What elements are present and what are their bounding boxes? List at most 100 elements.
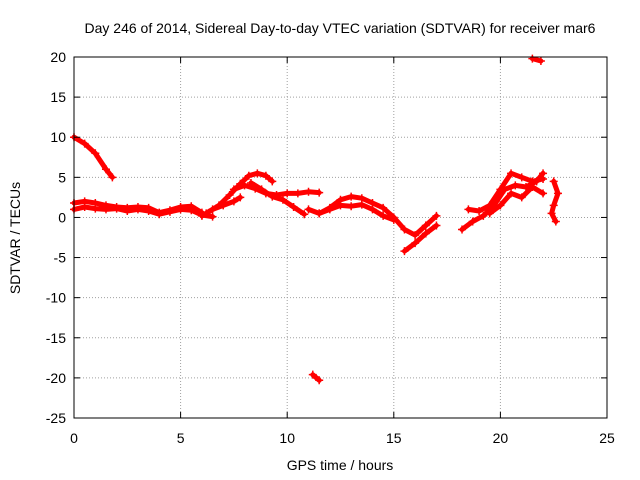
y-tick-label: -25 [46, 410, 66, 426]
x-tick-label: 25 [599, 430, 615, 446]
series-s1 [70, 133, 117, 182]
series-line [402, 223, 439, 254]
data-point [268, 192, 277, 201]
x-tick-label: 10 [279, 430, 295, 446]
y-tick-label: -15 [46, 330, 66, 346]
data-point [547, 209, 556, 218]
data-point [123, 207, 132, 216]
data-point [549, 177, 558, 186]
series-s10 [400, 221, 441, 256]
data-point [421, 229, 430, 238]
data-point [336, 201, 345, 210]
data-point [108, 173, 117, 182]
data-point [308, 370, 317, 379]
x-tick-label: 15 [386, 430, 402, 446]
y-tick-label: 15 [50, 89, 66, 105]
data-point [315, 376, 324, 385]
series-s15 [528, 54, 545, 66]
data-point [101, 205, 110, 214]
data-point [253, 169, 262, 178]
series-s5 [229, 181, 324, 199]
series-s7 [246, 178, 309, 219]
data-point [208, 212, 217, 221]
data-point [225, 190, 234, 199]
data-point [112, 204, 121, 213]
data-point [479, 211, 488, 220]
chart-title: Day 246 of 2014, Sidereal Day-to-day VTE… [85, 20, 596, 36]
data-point [389, 215, 398, 224]
data-point [257, 185, 266, 194]
x-tick-labels: 0 5 10 15 20 25 [70, 430, 615, 446]
data-point [485, 201, 494, 210]
data-point [357, 200, 366, 209]
data-point [368, 205, 377, 214]
data-point [507, 189, 516, 198]
data-point [411, 239, 420, 248]
data-point [246, 178, 255, 187]
y-tick-labels: 20 15 10 5 0 -5 -10 -15 -20 -25 [46, 49, 66, 426]
data-point [208, 205, 217, 214]
y-tick-label: -5 [54, 250, 67, 266]
data-point [536, 57, 545, 66]
series-line [310, 372, 322, 383]
y-tick-label: 0 [58, 209, 66, 225]
data-point [475, 207, 484, 216]
data-point [165, 207, 174, 216]
data-point [507, 169, 516, 178]
data-point [468, 217, 477, 226]
data-point [496, 201, 505, 210]
data-point [289, 203, 298, 212]
data-point [379, 211, 388, 220]
data-point [315, 188, 324, 197]
plot-frame [73, 56, 608, 419]
tick-marks [73, 56, 608, 419]
data-point [300, 210, 309, 219]
data-point [304, 205, 313, 214]
y-tick-label: 5 [58, 169, 66, 185]
data-point [293, 189, 302, 198]
data-point [155, 210, 164, 219]
data-point [240, 181, 249, 190]
data-point [91, 204, 100, 213]
data-point [229, 197, 238, 206]
y-tick-label: -20 [46, 370, 66, 386]
data-point [551, 217, 560, 226]
data-point [268, 177, 277, 186]
data-point [219, 201, 228, 210]
y-tick-label: -10 [46, 290, 66, 306]
data-point [144, 207, 153, 216]
data-point [517, 193, 526, 202]
data-point [229, 185, 238, 194]
y-axis-title: SDTVAR / TECUs [7, 182, 23, 294]
data-point [176, 205, 185, 214]
data-point [432, 211, 441, 220]
data-point [421, 221, 430, 230]
x-axis-title: GPS time / hours [287, 457, 394, 473]
data-point [91, 149, 100, 158]
data-point [278, 195, 287, 204]
data-point [549, 201, 558, 210]
x-tick-label: 0 [70, 430, 78, 446]
series-line [487, 184, 546, 216]
data-point [411, 231, 420, 240]
data-point [347, 202, 356, 211]
data-point [283, 189, 292, 198]
data-point [80, 139, 89, 148]
data-point [553, 189, 562, 198]
data-point [133, 205, 142, 214]
data-point [496, 185, 505, 194]
data-point [187, 206, 196, 215]
data-point [379, 203, 388, 212]
series-s14 [547, 177, 562, 226]
data-point [400, 225, 409, 234]
data-point [244, 171, 253, 180]
data-point [101, 165, 110, 174]
data-point [511, 181, 520, 190]
x-tick-label: 5 [177, 430, 185, 446]
data-point [485, 209, 494, 218]
data-point [464, 205, 473, 214]
series-line [248, 180, 307, 217]
data-point [528, 182, 537, 191]
